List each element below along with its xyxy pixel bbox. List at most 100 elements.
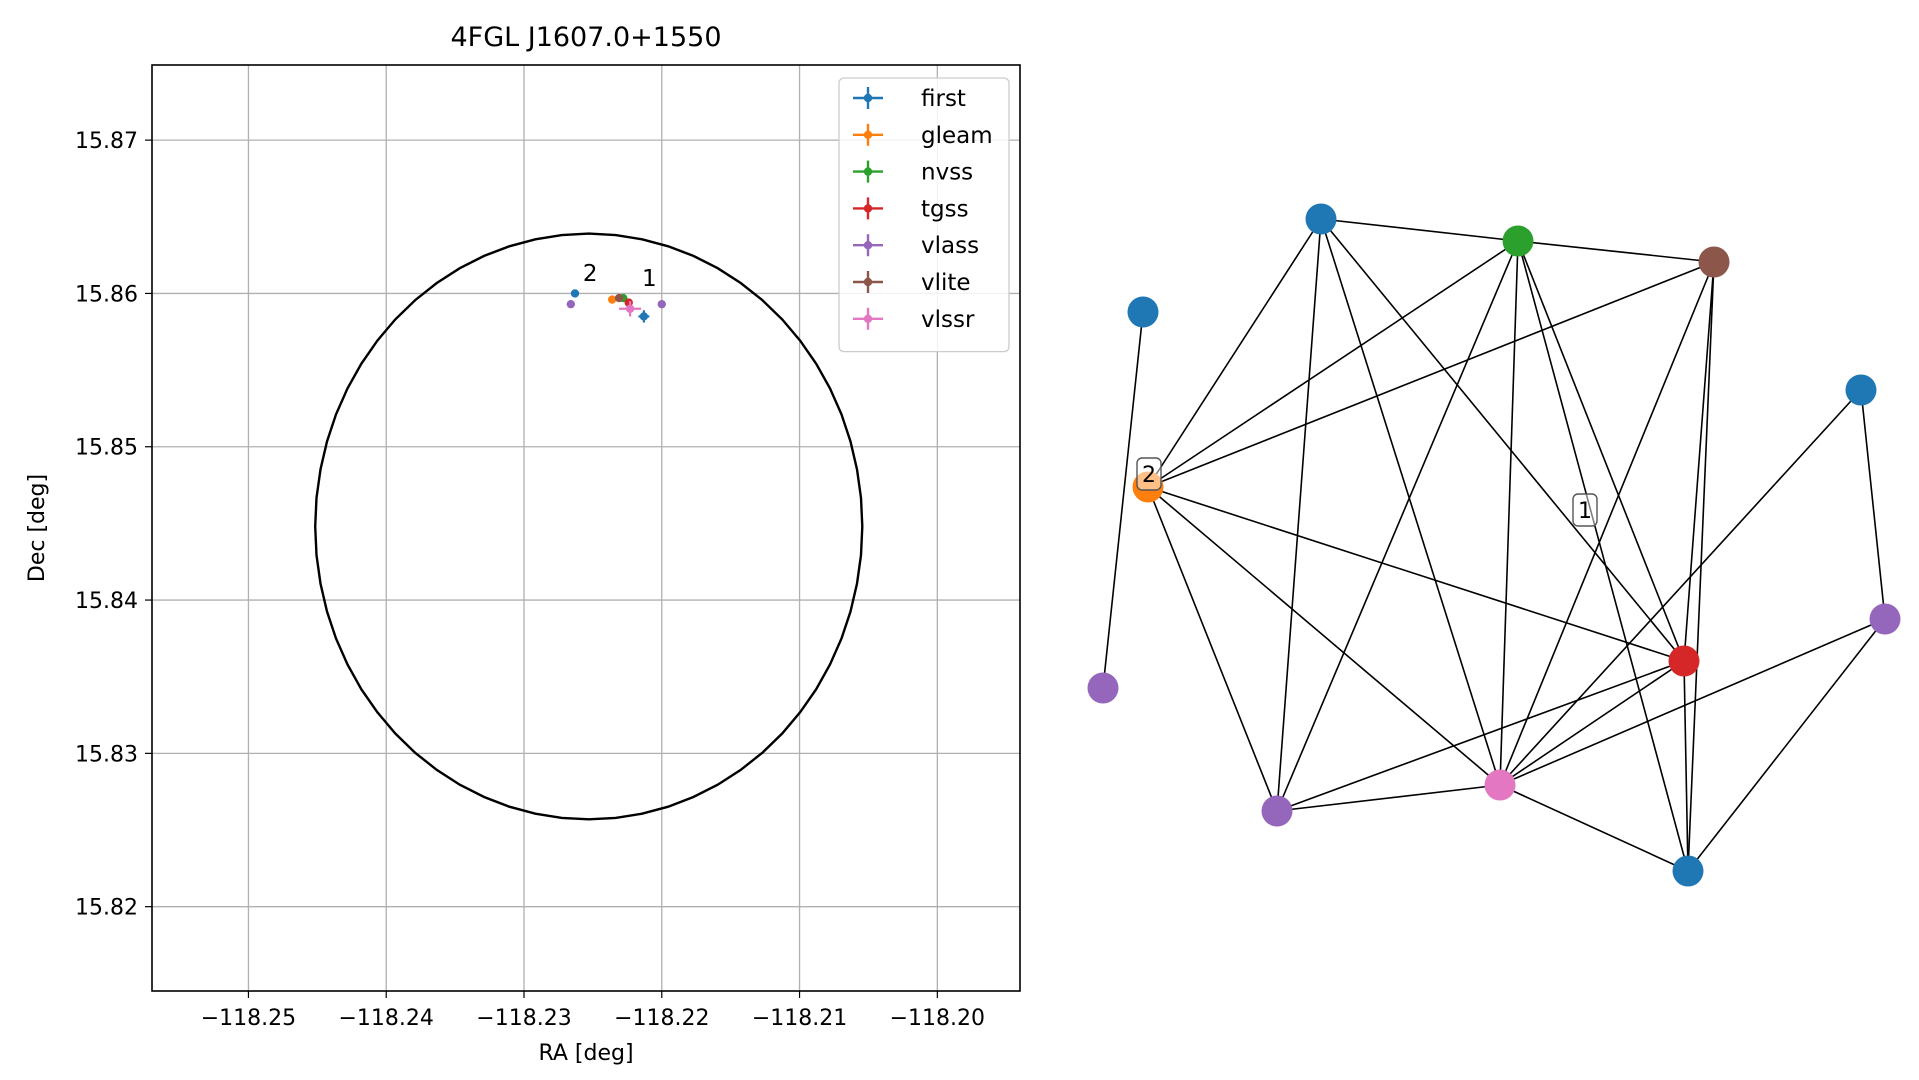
- legend-entry-nvss: nvss: [853, 160, 973, 186]
- legend-label: tgss: [921, 196, 969, 222]
- network-edge: [1276, 240, 1519, 812]
- node-tgss: [1668, 645, 1700, 677]
- network-edge: [1276, 660, 1685, 812]
- network-edge: [1147, 486, 1501, 786]
- crossmatch-network-graph: 21: [1087, 203, 1901, 887]
- legend-marker-dot: [863, 241, 873, 250]
- y-tick-label: 15.82: [75, 896, 138, 921]
- vlass-point: [657, 299, 666, 309]
- network-edge: [1499, 660, 1685, 786]
- network-edge: [1320, 218, 1519, 242]
- network-labels-layer: 21: [1136, 457, 1598, 527]
- network-label-text: 1: [1578, 499, 1592, 524]
- network-edge: [1499, 618, 1886, 786]
- vlite-point: [614, 293, 624, 303]
- x-tick-label: −118.24: [339, 1006, 434, 1031]
- network-edge: [1276, 784, 1501, 812]
- y-axis-label: Dec [deg]: [25, 474, 50, 582]
- network-edge: [1147, 486, 1278, 812]
- y-tick-label: 15.84: [75, 589, 138, 614]
- node-first: [1127, 296, 1159, 328]
- edges-layer: [1102, 218, 1886, 872]
- network-label-box: [1572, 493, 1598, 527]
- plot-frame: [151, 64, 1021, 992]
- network-edge: [1499, 389, 1862, 786]
- network-edge: [1147, 486, 1685, 662]
- legend-entry-vlssr: vlssr: [853, 307, 975, 333]
- node-vlass: [1261, 795, 1293, 827]
- vlass-point: [566, 299, 576, 309]
- first-point: [570, 289, 580, 298]
- network-edge: [1517, 240, 1715, 263]
- legend-entry-vlite: vlite: [853, 270, 971, 296]
- gleam-point: [607, 295, 617, 304]
- network-edge: [1687, 261, 1715, 872]
- legend: first gleam nvss tgss vlass vlite vlssr: [838, 77, 1010, 353]
- x-tick-label: −118.23: [476, 1006, 571, 1031]
- network-edge: [1320, 218, 1501, 786]
- legend-label: vlass: [921, 233, 979, 259]
- legend-marker-dot: [863, 130, 873, 139]
- x-tick-label: −118.25: [201, 1006, 296, 1031]
- network-edge: [1147, 261, 1715, 488]
- legend-entry-tgss: tgss: [853, 196, 969, 222]
- node-vlass: [1869, 603, 1901, 635]
- legend-marker-dot: [863, 93, 873, 103]
- network-edge: [1320, 218, 1685, 662]
- x-axis-label: RA [deg]: [538, 1041, 633, 1066]
- legend-label: gleam: [921, 123, 993, 149]
- node-first: [1672, 855, 1704, 887]
- node-vlass: [1087, 672, 1119, 704]
- legend-marker-dot: [863, 167, 873, 176]
- legend-box: [838, 77, 1010, 353]
- node-vlite: [1698, 246, 1730, 278]
- node-nvss: [1502, 225, 1534, 257]
- y-tick-label: 15.87: [75, 129, 138, 154]
- x-tick-label: −118.22: [614, 1006, 709, 1031]
- y-tick-label: 15.86: [75, 282, 138, 307]
- network-edge: [1499, 261, 1715, 786]
- nodes-layer: [1087, 203, 1901, 887]
- first-point: [639, 312, 649, 321]
- plot-title: 4FGL J1607.0+1550: [450, 22, 721, 53]
- legend-entry-vlass: vlass: [853, 233, 979, 259]
- network-edge: [1499, 784, 1689, 872]
- node-vlssr: [1484, 769, 1516, 801]
- network-edge: [1517, 240, 1685, 662]
- network-edge: [1683, 261, 1715, 662]
- legend-entry-gleam: gleam: [853, 123, 993, 149]
- network-edge: [1517, 240, 1689, 872]
- network-edge: [1687, 618, 1886, 872]
- annotation-label: 1: [642, 266, 657, 292]
- x-tick-label: −118.20: [890, 1006, 985, 1031]
- network-edge: [1860, 389, 1886, 620]
- network-label-box: [1136, 457, 1162, 491]
- x-tick-label: −118.21: [752, 1006, 847, 1031]
- legend-label: nvss: [921, 160, 973, 186]
- network-edge: [1499, 240, 1519, 786]
- network-edge: [1147, 218, 1322, 488]
- annotation-label: 2: [583, 261, 598, 287]
- network-edge: [1102, 311, 1144, 689]
- error-circle-layer: [313, 232, 864, 821]
- network-label-text: 2: [1142, 463, 1156, 488]
- legend-label: vlite: [921, 270, 971, 296]
- legend-entry-first: first: [853, 86, 966, 112]
- data-points-layer: [566, 289, 666, 323]
- axis-ticks: −118.25 −118.24 −118.23 −118.22 −118.21 −118.…: [75, 129, 985, 1031]
- network-edge: [1683, 660, 1689, 872]
- legend-marker-dot: [863, 277, 873, 287]
- legend-label: first: [921, 86, 966, 112]
- network-label: 2: [1136, 457, 1162, 491]
- y-tick-label: 15.83: [75, 742, 138, 767]
- vlssr-point: [625, 304, 635, 313]
- network-label: 1: [1572, 493, 1598, 527]
- node-first: [1845, 374, 1877, 406]
- y-tick-label: 15.85: [75, 436, 138, 461]
- network-edge: [1276, 218, 1322, 812]
- legend-label: vlssr: [921, 307, 975, 333]
- error-circle: [313, 232, 864, 821]
